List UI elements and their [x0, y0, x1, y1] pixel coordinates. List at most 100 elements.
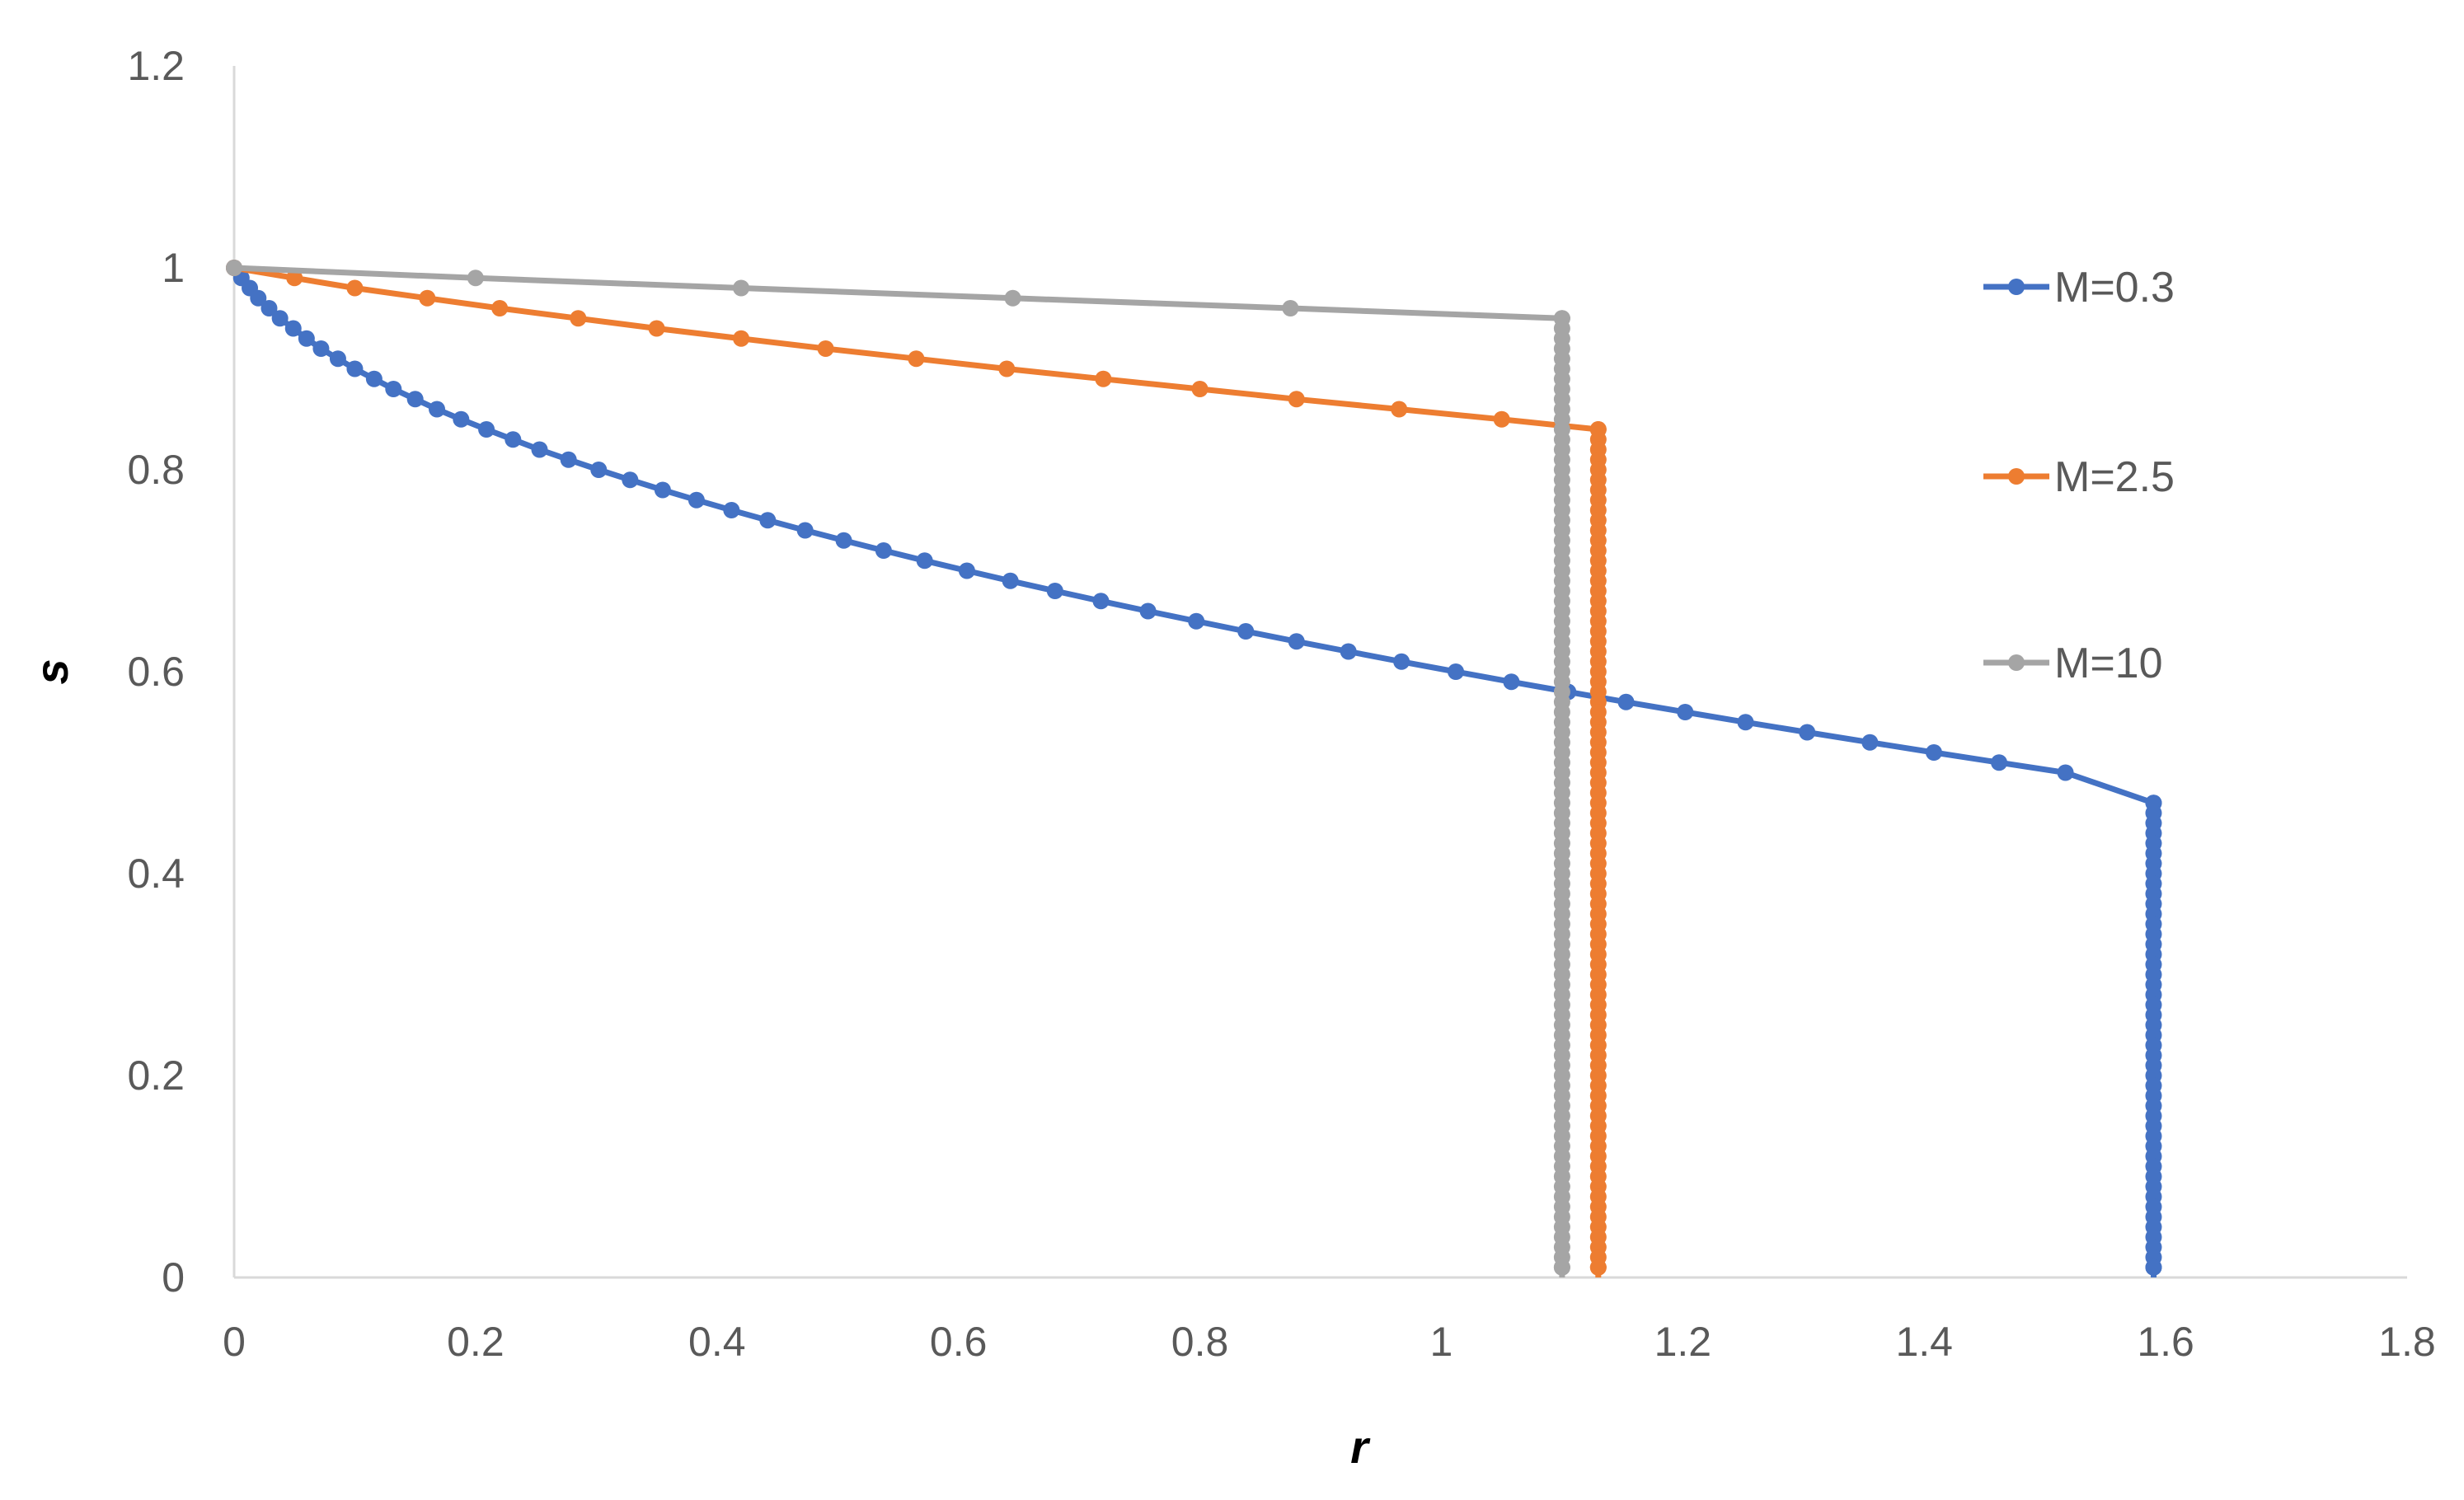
data-point [733, 330, 750, 347]
data-point [1282, 300, 1299, 316]
data-point [560, 451, 577, 468]
data-point [1288, 633, 1305, 650]
data-point [1589, 1259, 1607, 1276]
data-point [1677, 704, 1694, 720]
x-tick-label: 1.2 [1654, 1319, 1712, 1365]
series-line [233, 265, 1602, 1277]
data-point [1503, 673, 1520, 691]
data-point [1191, 381, 1209, 397]
data-point [271, 310, 289, 327]
data-point [1553, 1259, 1570, 1276]
data-point [385, 381, 402, 397]
data-point [419, 289, 436, 307]
data-point [817, 340, 834, 357]
data-point [733, 279, 750, 297]
data-point [365, 370, 383, 387]
series-line [233, 265, 1565, 1277]
y-tick-label: 0.6 [127, 649, 185, 695]
data-point [250, 289, 267, 307]
data-point [1925, 744, 1942, 761]
data-point [1861, 734, 1879, 751]
y-tick-label: 0 [162, 1254, 185, 1301]
data-point [958, 562, 975, 579]
data-point [1737, 714, 1754, 731]
data-point [688, 491, 705, 509]
legend-marker [2008, 654, 2025, 671]
legend-item: M=10 [1983, 640, 2163, 687]
data-point [260, 300, 278, 316]
data-point [1237, 623, 1255, 640]
data-point [2057, 764, 2074, 781]
data-point [875, 542, 892, 559]
series-line [232, 265, 2157, 1277]
legend-label: M=10 [2054, 640, 2163, 687]
legend-marker [2008, 468, 2025, 485]
data-point [759, 512, 777, 529]
data-point [284, 320, 302, 337]
x-axis-title: r [1350, 1421, 1371, 1473]
data-point [622, 471, 639, 489]
data-point [1095, 370, 1112, 387]
data-point [286, 270, 303, 287]
data-point [835, 532, 852, 549]
legend-item: M=2.5 [1983, 453, 2175, 501]
x-tick-label: 1.8 [2378, 1319, 2436, 1365]
data-point [1004, 289, 1021, 307]
legend-marker [2008, 279, 2025, 295]
data-point [312, 340, 330, 357]
data-point [1799, 724, 1816, 741]
x-tick-labels: 0 0.2 0.4 0.6 0.8 1 1.2 1.4 1.6 1.8 [223, 1319, 2436, 1365]
data-point [2145, 1259, 2162, 1276]
data-point [329, 350, 346, 368]
data-point [346, 360, 364, 377]
data-point [1391, 401, 1408, 418]
data-point [1340, 643, 1357, 660]
data-point [505, 431, 522, 448]
legend-label: M=0.3 [2054, 264, 2175, 312]
data-point [916, 552, 933, 570]
x-tick-label: 0.6 [930, 1319, 988, 1365]
data-point [908, 350, 925, 368]
data-point [1092, 593, 1110, 610]
x-tick-label: 0.4 [688, 1319, 746, 1365]
series-M=2.5 [226, 260, 1607, 1277]
data-point [478, 421, 495, 438]
y-tick-label: 1 [162, 245, 185, 291]
data-point [796, 522, 814, 539]
x-tick-label: 0.8 [1171, 1319, 1229, 1365]
y-tick-label: 1.2 [127, 43, 185, 89]
data-point [648, 320, 665, 337]
data-point [491, 300, 509, 316]
data-point [590, 462, 608, 478]
data-point [531, 441, 548, 458]
data-point [1991, 754, 2008, 771]
y-tick-label: 0.2 [127, 1052, 185, 1099]
data-point [1393, 653, 1410, 670]
data-point [467, 270, 484, 287]
legend-item: M=0.3 [1983, 264, 2175, 312]
x-tick-label: 0.2 [447, 1319, 505, 1365]
y-tick-labels: 0 0.2 0.4 0.6 0.8 1 1.2 [127, 43, 185, 1301]
data-point [723, 502, 740, 518]
series-layer [226, 260, 2162, 1277]
data-point [1288, 391, 1305, 408]
data-point [1493, 410, 1510, 428]
legend-label: M=2.5 [2054, 453, 2175, 501]
data-point [453, 410, 470, 428]
data-point [1046, 583, 1063, 599]
x-tick-label: 1.4 [1895, 1319, 1953, 1365]
data-point [570, 310, 587, 327]
data-point [298, 330, 315, 347]
x-tick-label: 1 [1430, 1319, 1453, 1365]
data-point [1617, 693, 1635, 710]
y-axis-title: s [26, 659, 77, 684]
data-point [429, 401, 446, 418]
data-point [1139, 602, 1157, 620]
y-tick-label: 0.8 [127, 447, 185, 493]
data-point [1448, 663, 1465, 680]
series-M=0.3 [226, 260, 2162, 1277]
data-point [226, 260, 242, 276]
y-tick-label: 0.4 [127, 851, 185, 897]
